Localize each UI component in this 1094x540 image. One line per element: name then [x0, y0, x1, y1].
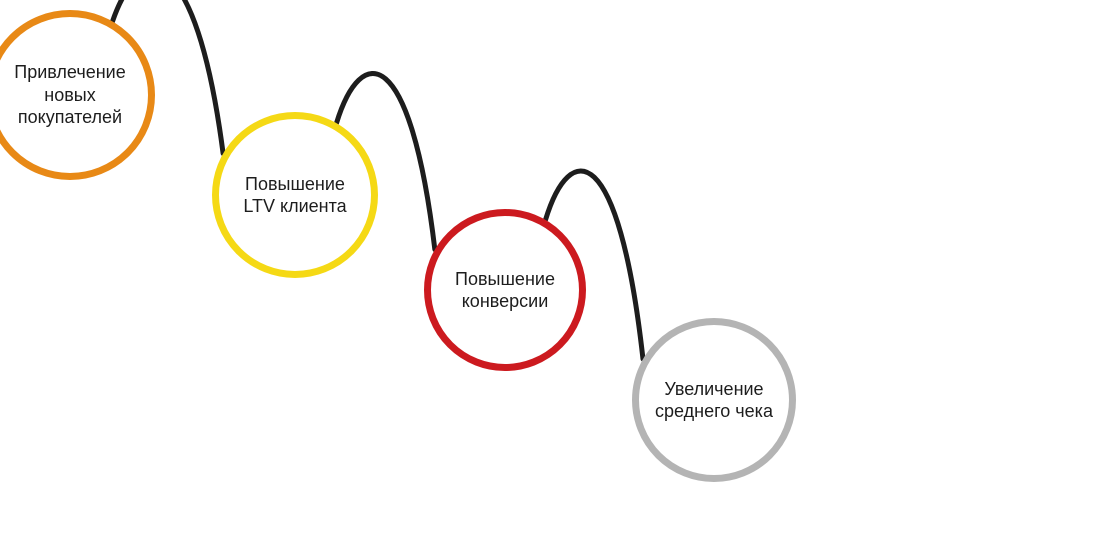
process-node-label: Увеличение среднего чека — [645, 378, 783, 423]
process-node-label: Повышение LTV клиента — [233, 173, 356, 218]
process-node-label: Повышение конверсии — [445, 268, 565, 313]
diagram-stage: Привлечение новых покупателей Повышение L… — [0, 0, 1094, 540]
process-node: Повышение LTV клиента — [212, 112, 378, 278]
process-node: Увеличение среднего чека — [632, 318, 796, 482]
process-node-label: Привлечение новых покупателей — [4, 61, 135, 129]
process-node: Повышение конверсии — [424, 209, 586, 371]
process-node: Привлечение новых покупателей — [0, 10, 155, 180]
